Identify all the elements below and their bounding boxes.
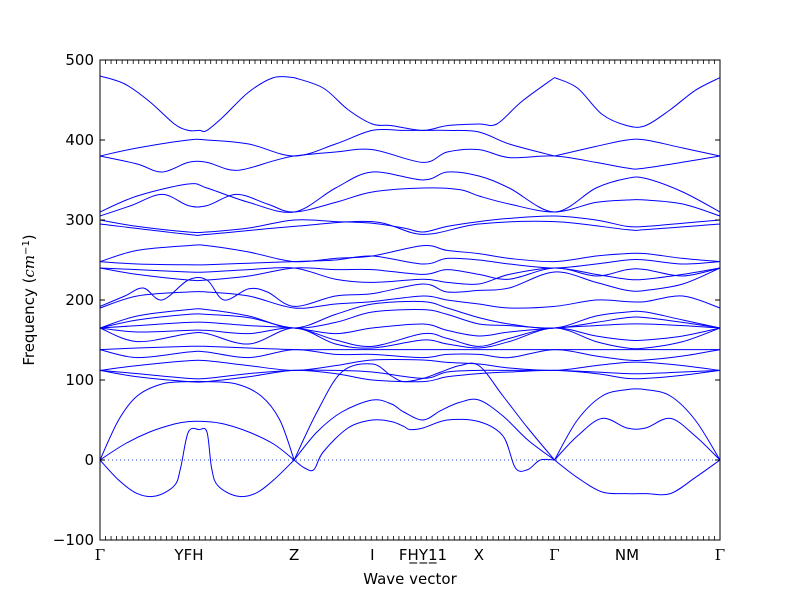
y-axis-label: Frequency (cm−1)	[20, 234, 38, 365]
band-line-18	[99, 309, 721, 329]
x-axis-ticks: Γ YFH Z I FH̲Y̲1̲1 X Γ NM Γ	[95, 60, 725, 565]
x-tick-label: Γ	[715, 546, 725, 564]
band-line-13	[99, 267, 721, 282]
y-axis-label-suffix: )	[20, 234, 38, 240]
band-line-3	[554, 77, 721, 128]
band-line-17	[99, 300, 721, 329]
x-tick-label: Z	[289, 546, 299, 564]
band-line-5	[554, 138, 721, 157]
band-line-11	[99, 244, 721, 263]
x-tick-label: Γ	[549, 546, 559, 564]
y-tick-label: 300	[65, 211, 94, 229]
y-tick-label: 200	[65, 291, 94, 309]
y-tick-label: 0	[84, 451, 94, 469]
band-line-26	[99, 369, 721, 383]
band-line-4	[99, 128, 555, 157]
band-line-19	[99, 321, 721, 337]
band-line-35	[554, 459, 721, 496]
band-line-28	[99, 420, 295, 461]
band-line-12	[99, 255, 721, 269]
band-line-23	[99, 349, 721, 362]
band-line-10	[99, 220, 721, 237]
band-line-6	[99, 148, 721, 173]
band-line-24	[99, 358, 721, 371]
band-line-16	[99, 290, 721, 309]
x-axis-label: Wave vector	[363, 570, 457, 588]
band-line-32	[293, 418, 555, 472]
band-line-31	[293, 398, 555, 461]
band-line-33	[554, 388, 721, 461]
x-tick-label: Γ	[95, 546, 105, 564]
x-tick-label: X	[474, 546, 484, 564]
y-axis-label-unit: cm	[20, 255, 38, 278]
x-tick-label: I	[370, 546, 374, 564]
y-axis-ticks: −100 0 100 200 300 400 500	[53, 51, 720, 549]
y-tick-label: 400	[65, 131, 94, 149]
band-line-1	[99, 75, 295, 132]
band-line-7	[99, 171, 721, 213]
x-tick-label: YFH	[173, 546, 203, 564]
y-axis-label-exponent: −1	[21, 240, 32, 255]
y-tick-label: −100	[53, 531, 94, 549]
band-line-21	[99, 327, 721, 350]
band-line-30	[293, 362, 555, 461]
band-line-25	[99, 369, 721, 380]
x-tick-label: NM	[615, 546, 639, 564]
y-tick-label: 100	[65, 371, 94, 389]
band-lines	[99, 75, 721, 498]
band-line-27	[99, 380, 295, 461]
band-line-22	[99, 345, 720, 351]
x-tick-label: FH̲Y̲1̲1	[399, 546, 447, 565]
band-line-2	[293, 77, 555, 131]
band-line-15	[99, 267, 721, 307]
band-line-9	[99, 215, 721, 234]
band-line-34	[554, 417, 721, 461]
band-line-29	[99, 427, 295, 498]
band-line-14	[99, 266, 721, 285]
plot-frame	[99, 59, 721, 541]
band-line-20	[99, 327, 721, 348]
y-tick-label: 500	[65, 51, 94, 69]
y-axis-label-prefix: Frequency (	[20, 278, 38, 366]
band-line-8	[99, 187, 721, 217]
